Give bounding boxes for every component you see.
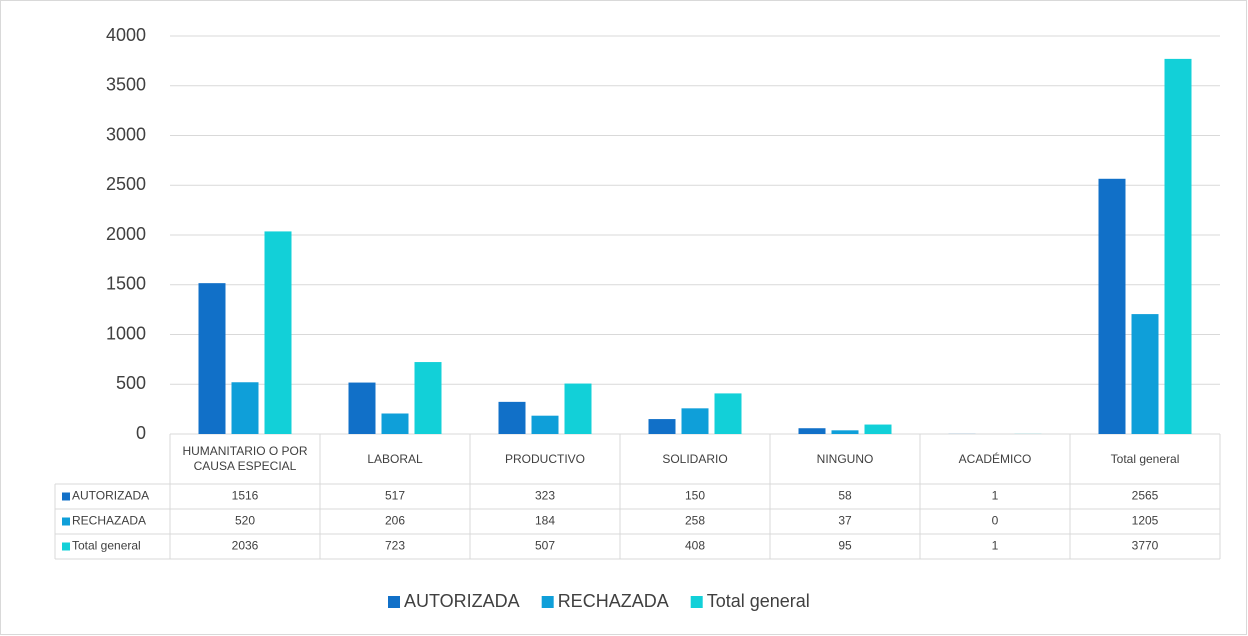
table-cell: 1 [992,489,999,503]
bar [798,428,826,434]
bar [498,401,526,434]
bar [231,382,259,434]
bar [681,408,709,434]
legend-key [388,596,400,608]
bar [1131,314,1159,434]
x-tick-label-box: ACADÉMICO [958,451,1032,466]
x-tick-label: SOLIDARIO [662,451,728,466]
table-cell: 206 [385,514,405,528]
table-cell: 0 [992,514,999,528]
bar [414,362,442,434]
table-row-label: Total general [72,539,141,553]
table-cell: 723 [385,539,405,553]
table-cell: 2565 [1132,489,1159,503]
bar [564,383,592,434]
bar [831,430,859,434]
table-cell: 150 [685,489,705,503]
table-cell: 2036 [232,539,259,553]
bar [264,231,292,434]
table-cell: 3770 [1132,539,1159,553]
bar [198,283,226,434]
table-cell: 323 [535,489,555,503]
x-tick-label: ACADÉMICO [958,451,1032,466]
x-tick-label-box: NINGUNO [816,451,874,466]
legend-key [690,596,703,608]
x-tick-label-box: LABORAL [367,451,423,466]
x-tick-label: HUMANITARIO O POR CAUSA ESPECIAL [182,444,308,473]
x-tick-label: NINGUNO [816,451,874,466]
table-cell: 95 [838,539,852,553]
table-cell: 1 [992,539,999,553]
table-row-label: AUTORIZADA [72,489,149,503]
table-cell: 520 [235,514,255,528]
bar [1164,58,1192,434]
bar [648,419,676,434]
legend-label: AUTORIZADA [404,591,520,611]
table-cell: 1516 [232,489,259,503]
x-tick-label: Total general [1110,451,1180,466]
y-tick-label: 3500 [106,75,146,95]
table-legend-key [62,542,70,551]
x-tick-label-box: SOLIDARIO [662,451,728,466]
table-legend-key [62,492,70,501]
legend-label: RECHAZADA [558,591,669,611]
y-tick-label: 1500 [106,274,146,294]
bar [864,424,892,434]
x-tick-label-box: Total general [1110,451,1180,466]
y-tick-label: 0 [136,423,146,443]
bar [1098,178,1126,434]
legend-label: Total general [707,591,810,611]
y-tick-label: 2000 [106,224,146,244]
y-tick-label: 2500 [106,174,146,194]
y-tick-label: 4000 [106,25,146,45]
table-row-label: RECHAZADA [72,514,146,528]
y-tick-label: 500 [116,373,146,393]
bar [531,415,559,434]
table-cell: 408 [685,539,705,553]
legend-key [541,596,554,608]
table-cell: 1205 [1132,514,1159,528]
x-tick-label: PRODUCTIVO [504,451,585,466]
y-tick-label: 3000 [106,124,146,144]
table-legend-key [62,517,70,526]
table-cell: 37 [838,514,852,528]
bar [348,382,376,434]
y-tick-label: 1000 [106,323,146,343]
bar [714,393,742,434]
x-tick-label-box: PRODUCTIVO [504,451,585,466]
table-cell: 184 [535,514,555,528]
table-cell: 258 [685,514,705,528]
table-cell: 58 [838,489,852,503]
table-cell: 517 [385,489,405,503]
x-tick-label-box: HUMANITARIO O POR CAUSA ESPECIAL [182,444,308,473]
bar [381,413,409,434]
table-cell: 507 [535,539,555,553]
x-tick-label: LABORAL [367,451,423,466]
